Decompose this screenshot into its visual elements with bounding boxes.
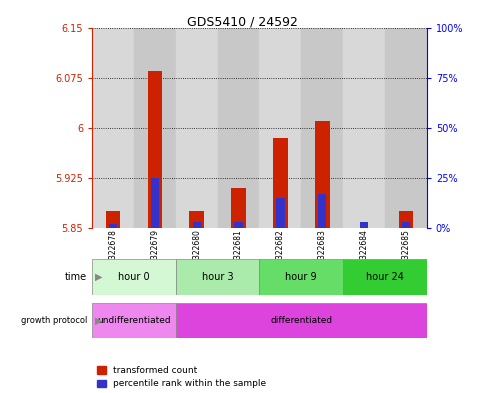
Text: hour 24: hour 24: [365, 272, 403, 282]
Bar: [301, 28, 342, 228]
Bar: [175, 303, 426, 338]
Bar: [189, 211, 204, 228]
Bar: [231, 188, 245, 228]
Bar: [272, 138, 287, 228]
Bar: [384, 28, 426, 228]
Text: differentiated: differentiated: [270, 316, 332, 325]
Text: undifferentiated: undifferentiated: [97, 316, 170, 325]
Text: hour 9: hour 9: [285, 272, 317, 282]
Bar: [259, 259, 342, 295]
Bar: [92, 28, 134, 228]
Bar: [259, 28, 301, 228]
Bar: [175, 28, 217, 228]
Text: hour 0: hour 0: [118, 272, 150, 282]
Bar: [398, 211, 412, 228]
Bar: [318, 194, 326, 228]
Bar: [92, 303, 175, 338]
Bar: [234, 222, 242, 228]
Bar: [151, 178, 159, 228]
Bar: [342, 259, 426, 295]
Bar: [106, 211, 120, 228]
Text: time: time: [65, 272, 87, 282]
Bar: [134, 28, 175, 228]
Text: ▶: ▶: [94, 315, 102, 325]
Bar: [147, 71, 162, 228]
Bar: [342, 28, 384, 228]
Text: GDS5410 / 24592: GDS5410 / 24592: [187, 16, 297, 29]
Bar: [108, 224, 117, 228]
Bar: [401, 222, 409, 228]
Text: ▶: ▶: [94, 272, 102, 282]
Bar: [275, 198, 284, 228]
Text: hour 3: hour 3: [201, 272, 233, 282]
Text: growth protocol: growth protocol: [21, 316, 87, 325]
Bar: [192, 222, 200, 228]
Bar: [92, 259, 175, 295]
Bar: [175, 259, 259, 295]
Bar: [217, 28, 259, 228]
Legend: transformed count, percentile rank within the sample: transformed count, percentile rank withi…: [96, 366, 266, 389]
Bar: [314, 121, 329, 228]
Bar: [359, 222, 367, 228]
